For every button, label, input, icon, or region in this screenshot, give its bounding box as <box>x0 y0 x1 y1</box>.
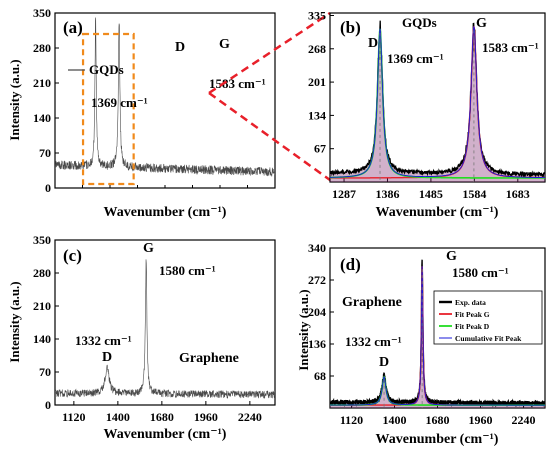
exp-data-line <box>330 20 545 179</box>
y-tick-label: 268 <box>308 42 326 56</box>
y-tick-label: 350 <box>33 6 51 20</box>
y-tick-label: 0 <box>45 398 51 412</box>
series-group <box>55 17 275 177</box>
cumulative-fit-line <box>330 26 545 179</box>
y-tick-label: 67 <box>314 142 326 156</box>
y-tick-label: 340 <box>308 241 326 255</box>
peak-label-g: 1583 cm⁻¹ <box>482 40 539 55</box>
y-tick-label: 140 <box>33 332 51 346</box>
panel-a: 0 70 140 210 280 350 GQDs (a) D G 1369 cm⁻¹ 1583 cm… <box>7 6 331 220</box>
peak-name-g: G <box>219 37 230 52</box>
peak-name-g: G <box>446 249 457 264</box>
y-tick-label: 140 <box>33 111 51 125</box>
zoom-region-box <box>81 32 135 186</box>
panel-label: (c) <box>63 246 82 265</box>
legend: Exp. data Fit Peak G Fit Peak D Cumulative … <box>433 290 543 345</box>
peak-label-d: 1332 cm⁻¹ <box>345 334 402 349</box>
peak-name-d: D <box>379 355 389 370</box>
y-tick-label: 272 <box>308 273 326 287</box>
x-tick-label: 1683 <box>506 187 530 201</box>
x-tick-label: 2240 <box>512 413 536 427</box>
y-tick-label: 201 <box>308 75 326 89</box>
legend-label: Fit Peak D <box>455 322 490 331</box>
y-axis-label: Intensity (a.u.) <box>7 59 22 140</box>
peak-label-g: 1583 cm⁻¹ <box>209 76 266 91</box>
y-tick-label: 210 <box>33 76 51 90</box>
cumulative-fit-line <box>330 266 545 406</box>
panel-title: GQDs <box>402 15 437 30</box>
peak-area-fill <box>330 20 545 182</box>
x-tick-label: 1120 <box>340 413 363 427</box>
plot-frame <box>329 12 546 183</box>
peak-label-g: 1580 cm⁻¹ <box>159 263 216 278</box>
y-tick-label: 335 <box>308 8 326 22</box>
y-tick-label: 0 <box>45 181 51 195</box>
peak-name-d: D <box>102 350 112 365</box>
x-axis-label: Wavenumber (cm⁻¹) <box>104 205 227 220</box>
y-tick-label: 280 <box>33 266 51 280</box>
legend-label: Exp. data <box>455 298 486 307</box>
x-axis-label: Wavenumber (cm⁻¹) <box>104 427 227 442</box>
graphene-spectrum-line <box>55 259 275 400</box>
x-tick-label: 1400 <box>383 413 407 427</box>
zoom-line-top <box>208 11 331 95</box>
legend-box <box>433 290 543 345</box>
series-group <box>55 259 275 400</box>
peak-label-d: 1369 cm⁻¹ <box>387 51 444 66</box>
series-group <box>330 20 545 182</box>
series-group <box>330 259 545 408</box>
panel-label: (d) <box>340 255 361 274</box>
peak-name-d: D <box>175 40 185 55</box>
x-tick-label: 1680 <box>150 410 174 424</box>
y-tick-label: 134 <box>308 108 326 122</box>
x-tick-label: 1120 <box>62 410 85 424</box>
x-tick-label: 1386 <box>375 187 399 201</box>
y-axis-label: Intensity (a.u.) <box>296 289 311 370</box>
x-tick-label: 1485 <box>419 187 443 201</box>
peak-label-d: 1332 cm⁻¹ <box>75 333 132 348</box>
exp-data-line <box>330 259 545 408</box>
peak-name-d: D <box>368 36 378 51</box>
y-tick-label: 210 <box>33 299 51 313</box>
x-tick-label: 1960 <box>194 410 218 424</box>
gqds-spectrum-line <box>55 17 275 177</box>
y-tick-label: 204 <box>308 305 326 319</box>
plot-frame <box>54 12 276 189</box>
panel-label: (a) <box>63 18 83 37</box>
legend-label: Cumulative Fit Peak <box>455 334 522 343</box>
peak-name-g: G <box>476 16 487 31</box>
zoom-line-bottom <box>208 91 331 182</box>
legend-label: Fit Peak G <box>455 310 490 319</box>
y-tick-label: 68 <box>314 369 326 383</box>
x-tick-label: 1287 <box>332 187 356 201</box>
sample-label: Graphene <box>179 351 239 366</box>
x-tick-label: 1584 <box>462 187 486 201</box>
sample-label: Graphene <box>342 295 402 310</box>
x-axis-label: Wavenumber (cm⁻¹) <box>376 205 499 220</box>
legend-label: GQDs <box>89 62 124 77</box>
y-tick-label: 70 <box>39 365 51 379</box>
peak-label-g: 1580 cm⁻¹ <box>452 265 509 280</box>
panel-label: (b) <box>340 18 361 37</box>
y-tick-label: 350 <box>33 233 51 247</box>
x-tick-label: 2240 <box>238 410 262 424</box>
peak-label-d: 1369 cm⁻¹ <box>91 95 148 110</box>
y-tick-label: 70 <box>39 146 51 160</box>
plot-frame <box>54 239 276 406</box>
y-tick-label: 280 <box>33 41 51 55</box>
x-tick-label: 1960 <box>469 413 493 427</box>
panel-b: 67 134 201 268 335 1287 1386 1485 1584 1683 (b) GQD… <box>308 8 546 220</box>
y-tick-label: 136 <box>308 337 326 351</box>
x-tick-label: 1680 <box>426 413 450 427</box>
peak-name-g: G <box>143 241 154 256</box>
x-axis-label: Wavenumber (cm⁻¹) <box>376 432 499 447</box>
panel-d: 68 136 204 272 340 1120 1400 1680 1960 2240 Exp. d… <box>296 241 546 447</box>
x-tick-label: 1400 <box>106 410 130 424</box>
y-axis-label: Intensity (a.u.) <box>7 281 22 362</box>
